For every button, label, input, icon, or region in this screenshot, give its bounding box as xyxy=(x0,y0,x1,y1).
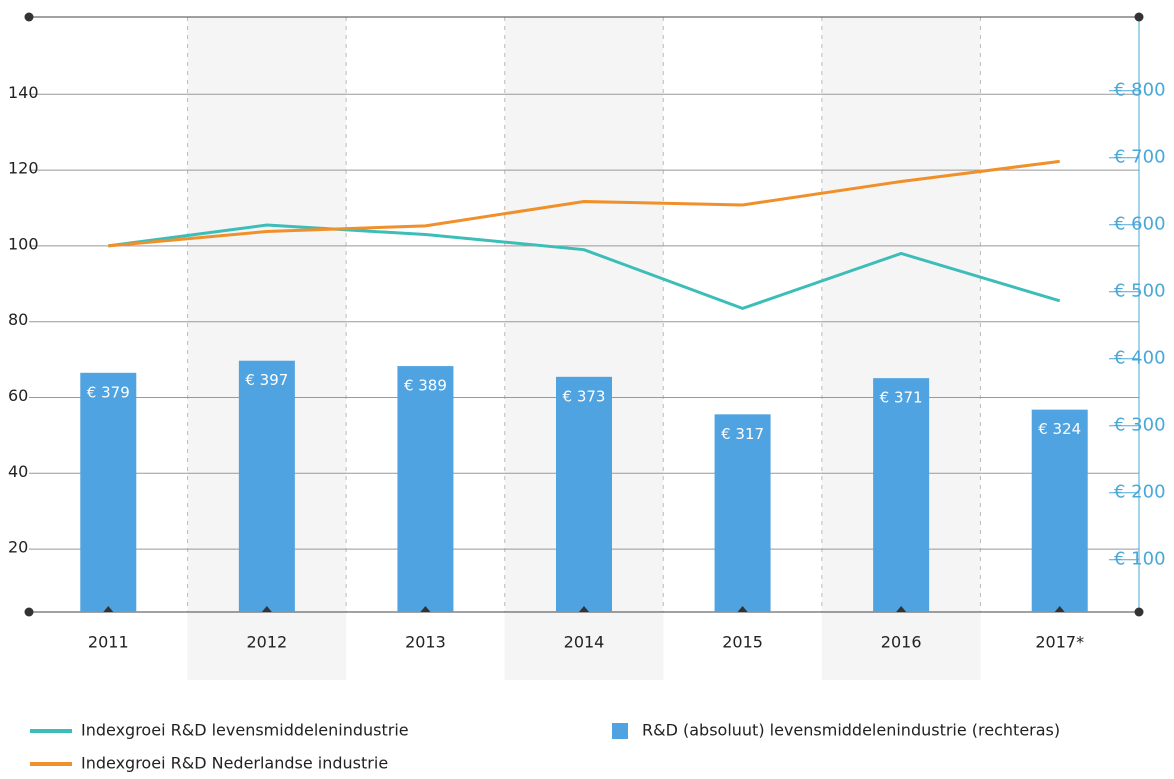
value-label: € 373 xyxy=(563,387,606,405)
y-tick-label: 60 xyxy=(8,386,28,405)
y-tick-label: 20 xyxy=(8,538,28,557)
value-label: € 389 xyxy=(404,377,447,395)
axis-dot xyxy=(1134,12,1144,22)
bar-marker xyxy=(261,606,272,612)
bar xyxy=(80,372,137,612)
legend-swatch xyxy=(612,723,628,739)
x-tick-label: 2013 xyxy=(405,633,446,652)
bar xyxy=(714,414,771,612)
x-tick-label: 2016 xyxy=(881,633,922,652)
value-label: € 324 xyxy=(1038,420,1081,438)
y2-tick-label: € 300 xyxy=(1114,415,1166,436)
legend-label: Indexgroei R&D Nederlandse industrie xyxy=(81,754,388,773)
value-label: € 397 xyxy=(245,371,288,389)
bar xyxy=(238,360,295,612)
bar-marker xyxy=(896,606,907,612)
bar-marker xyxy=(579,606,589,612)
bar-marker xyxy=(103,606,114,612)
y2-tick-label: € 100 xyxy=(1114,549,1166,570)
bar-marker xyxy=(737,606,748,612)
value-label: € 379 xyxy=(87,383,130,401)
bar xyxy=(1031,409,1088,612)
y-tick-label: 40 xyxy=(8,462,28,481)
y-tick-label: 100 xyxy=(8,234,39,253)
line xyxy=(108,159,1060,248)
bar-marker xyxy=(420,606,431,612)
y-tick-label: 120 xyxy=(8,159,39,178)
x-tick-label: 2017* xyxy=(1035,633,1084,652)
y2-tick-label: € 800 xyxy=(1114,80,1166,101)
axis-dot xyxy=(24,607,34,617)
legend-label: R&D (absoluut) levensmiddelenindustrie (… xyxy=(642,721,1060,740)
y2-tick-label: € 600 xyxy=(1114,214,1166,235)
bar xyxy=(397,366,454,612)
value-label: € 317 xyxy=(721,425,764,443)
bar xyxy=(873,378,930,612)
x-tick-label: 2011 xyxy=(88,633,129,652)
legend-label: Indexgroei R&D levensmiddelenindustrie xyxy=(81,721,409,740)
x-tick-label: 2014 xyxy=(564,633,605,652)
x-tick-label: 2012 xyxy=(246,633,287,652)
x-tick-label: 2015 xyxy=(722,633,763,652)
y2-tick-label: € 200 xyxy=(1114,482,1166,503)
line xyxy=(108,223,1061,311)
axis-dot xyxy=(24,12,34,22)
y2-tick-label: € 700 xyxy=(1114,147,1166,168)
y2-tick-label: € 400 xyxy=(1114,348,1166,369)
value-label: € 371 xyxy=(880,389,923,407)
y2-tick-label: € 500 xyxy=(1114,281,1166,302)
y-tick-label: 80 xyxy=(8,310,28,329)
bar-marker xyxy=(1054,606,1065,612)
bar xyxy=(556,376,612,612)
axis-dot xyxy=(1134,607,1144,617)
y-tick-label: 140 xyxy=(8,83,39,102)
